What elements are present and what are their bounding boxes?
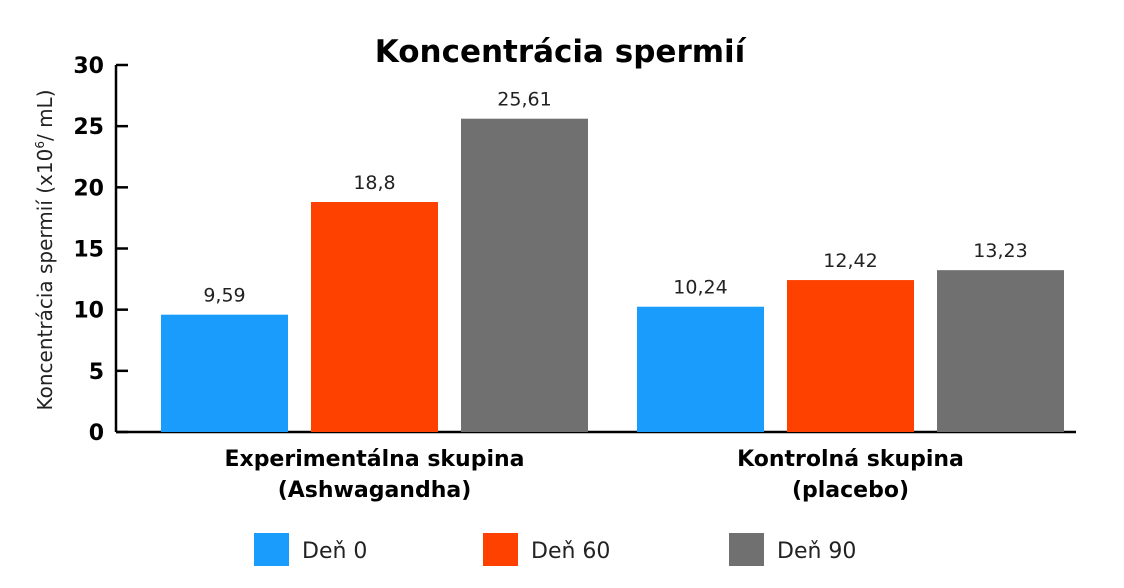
bar <box>937 270 1064 432</box>
bar <box>161 314 288 432</box>
data-label: 13,23 <box>973 240 1027 262</box>
legend-label: Deň 90 <box>777 539 856 564</box>
y-tick-label: 0 <box>89 421 104 446</box>
bar <box>787 280 914 432</box>
legend-swatch <box>483 533 518 566</box>
legend-swatch <box>254 533 289 566</box>
legend-label: Deň 60 <box>531 539 610 564</box>
bar <box>637 306 764 432</box>
y-tick-label: 25 <box>73 115 104 140</box>
y-tick-label: 15 <box>73 238 104 263</box>
data-label: 10,24 <box>673 277 727 299</box>
data-label: 9,59 <box>203 285 245 307</box>
bar <box>461 118 588 432</box>
legend-swatch <box>729 533 764 566</box>
legend-label: Deň 0 <box>302 539 367 564</box>
data-label: 12,42 <box>823 250 877 272</box>
data-label: 25,61 <box>497 89 551 111</box>
x-tick-label: (placebo) <box>792 478 909 503</box>
y-tick-label: 20 <box>73 176 104 201</box>
x-tick-label: Experimentálna skupina <box>224 447 524 472</box>
y-tick-label: 10 <box>73 299 104 324</box>
x-tick-label: (Ashwagandha) <box>278 478 472 503</box>
x-tick-label: Kontrolná skupina <box>737 447 964 472</box>
y-tick-label: 5 <box>89 360 104 385</box>
data-label: 18,8 <box>353 172 395 194</box>
bar <box>311 202 438 432</box>
y-tick-label: 30 <box>73 54 104 79</box>
chart-title: Koncentrácia spermií <box>375 34 747 70</box>
y-axis-label: Koncentrácia spermií (x106/ mL) <box>33 90 57 411</box>
